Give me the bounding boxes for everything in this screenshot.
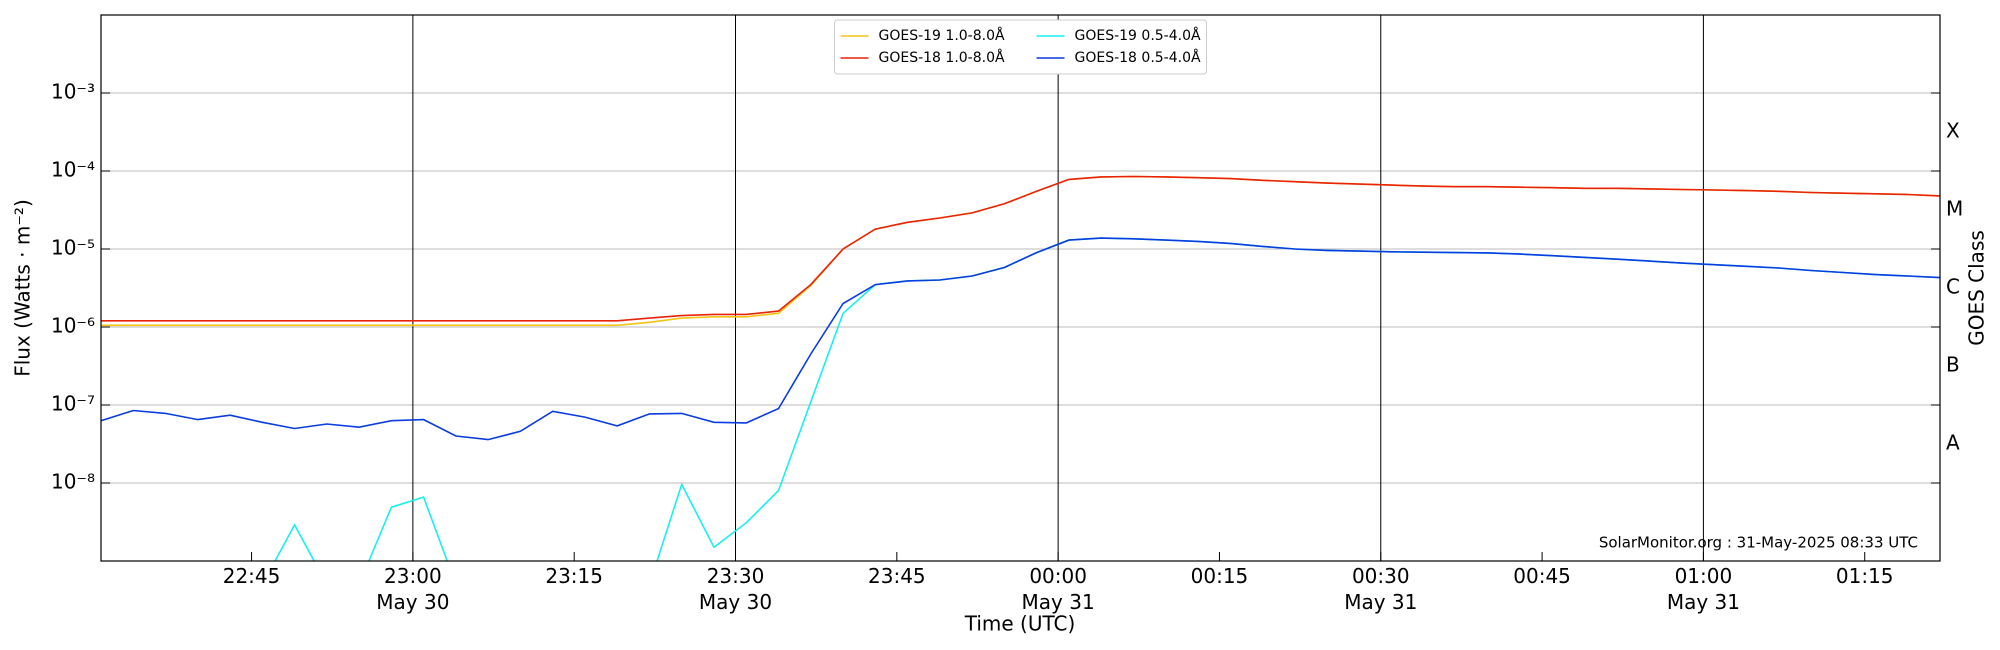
x-tick-label: 00:15 [1191, 564, 1249, 588]
legend-box [834, 19, 1207, 75]
legend-label: GOES-18 0.5-4.0Å [1075, 49, 1201, 66]
legend-label: GOES-19 1.0-8.0Å [879, 27, 1005, 44]
y-tick-label: 10⁻³ [51, 80, 95, 104]
y2-axis-label: GOES Class [1965, 230, 1989, 346]
x-tick-label: 23:15 [545, 564, 603, 588]
y-tick-label: 10⁻⁸ [51, 470, 95, 494]
y-tick-label: 10⁻⁶ [51, 314, 95, 338]
legend-label: GOES-18 1.0-8.0Å [879, 49, 1005, 66]
y2-tick-label: X [1946, 119, 1960, 143]
y2-tick-label: M [1946, 197, 1963, 221]
y-tick-label: 10⁻⁴ [51, 158, 95, 182]
series-line [101, 237, 1940, 441]
y2-tick-label: C [1946, 275, 1960, 299]
x-tick-label: 23:30 May 30 [699, 564, 772, 614]
x-tick-label: 23:00 May 30 [376, 564, 449, 614]
x-tick-label: 00:45 [1513, 564, 1571, 588]
legend-label: GOES-19 0.5-4.0Å [1075, 27, 1201, 44]
x-tick-label: 00:30 May 31 [1344, 564, 1417, 614]
x-axis-label: Time (UTC) [964, 612, 1076, 636]
x-tick-label: 23:45 [868, 564, 926, 588]
series-line [101, 175, 1940, 322]
x-tick-label: 22:45 [223, 564, 281, 588]
y-tick-label: 10⁻⁷ [51, 392, 95, 416]
series-line [101, 175, 1940, 327]
y-tick-label: 10⁻⁵ [51, 236, 95, 260]
y2-tick-label: A [1946, 431, 1960, 455]
plot-frame [100, 14, 1941, 562]
annotation: SolarMonitor.org : 31-May-2025 08:33 UTC [1599, 534, 1918, 552]
x-tick-label: 00:00 May 31 [1022, 564, 1095, 614]
y2-tick-label: B [1946, 353, 1960, 377]
x-tick-label: 01:00 May 31 [1667, 564, 1740, 614]
x-tick-label: 01:15 [1836, 564, 1894, 588]
y-axis-label: Flux (Watts · m⁻²) [11, 199, 35, 377]
